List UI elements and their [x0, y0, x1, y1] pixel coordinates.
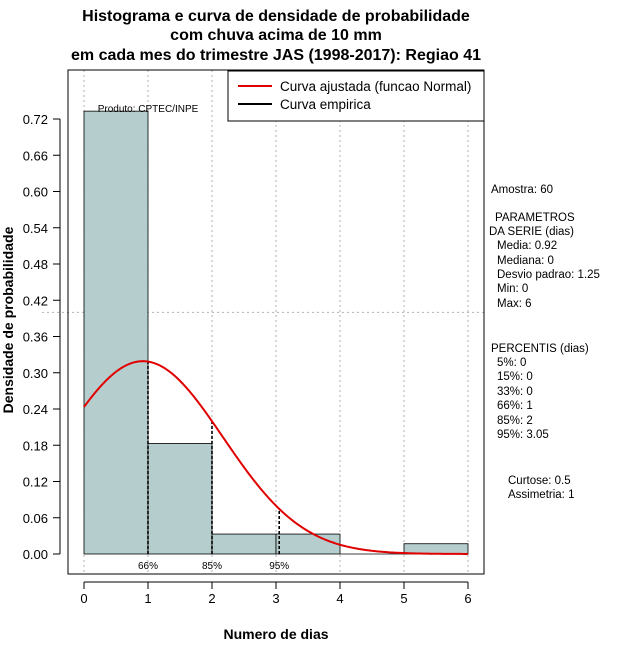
stat-mediana: Mediana: 0: [497, 255, 554, 267]
stat-p15: 15%: 0: [497, 371, 533, 383]
x-tick-label-1: 1: [144, 591, 151, 606]
percentile-markers: 66% 85% 95%: [138, 361, 289, 572]
x-axis-label: Numero de dias: [223, 626, 328, 642]
legend-fit-label: Curva ajustada (funcao Normal): [280, 79, 471, 94]
y-tick-label-0.66: 0.66: [23, 148, 48, 163]
curve-layer: [83, 360, 468, 555]
y-axis-label: Densidade de probabilidade: [0, 226, 16, 413]
percentile-label-85: 85%: [202, 561, 222, 572]
stat-p95: 95%: 3.05: [497, 429, 549, 441]
y-tick-label-0.42: 0.42: [23, 293, 48, 308]
stat-p5: 5%: 0: [497, 357, 526, 369]
stat-p85: 85%: 2: [497, 415, 533, 427]
y-tick-label-0.00: 0.00: [23, 547, 48, 562]
percentile-label-95: 95%: [269, 561, 289, 572]
x-tick-label-3: 3: [272, 591, 279, 606]
x-tick-label-0: 0: [80, 591, 87, 606]
stat-max: Max: 6: [497, 298, 532, 310]
stat-assimetria: Assimetria: 1: [508, 489, 574, 501]
stat-desvio: Desvio padrao: 1.25: [497, 269, 600, 281]
y-tick-label-0.18: 0.18: [23, 438, 48, 453]
y-tick-label-0.60: 0.60: [23, 185, 48, 200]
y-tick-label-0.12: 0.12: [23, 475, 48, 490]
chart-title-line-2: com chuva acima de 10 mm: [170, 27, 382, 44]
y-tick-label-0.30: 0.30: [23, 366, 48, 381]
x-tick-label-6: 6: [464, 591, 471, 606]
plot-frame: [67, 69, 485, 575]
chart-title-line-3: em cada mes do trimestre JAS (1998-2017)…: [71, 47, 481, 64]
histogram-bar-1: [147, 443, 213, 555]
x-tick-label-2: 2: [208, 591, 215, 606]
chart-title-line-1: Histograma e curva de densidade de proba…: [82, 8, 470, 25]
fitted-normal-curve: [83, 360, 468, 555]
stat-media: Media: 0.92: [497, 240, 557, 252]
y-tick-label-0.54: 0.54: [23, 221, 48, 236]
legend-empirical-label: Curva empirica: [280, 97, 371, 112]
stat-amostra: Amostra: 60: [491, 184, 553, 196]
stat-param-title-2: DA SERIE (dias): [489, 226, 574, 238]
y-tick-label-0.06: 0.06: [23, 511, 48, 526]
stat-percentis-title: PERCENTIS (dias): [491, 343, 589, 355]
histogram-bar-3: [275, 533, 341, 555]
y-tick-label-0.72: 0.72: [23, 112, 48, 127]
y-tick-label-0.24: 0.24: [23, 402, 48, 417]
x-tick-label-5: 5: [400, 591, 407, 606]
stat-p66: 66%: 1: [497, 400, 533, 412]
x-tick-label-4: 4: [336, 591, 343, 606]
histogram-bar-0: [83, 110, 149, 555]
stat-curtose: Curtose: 0.5: [508, 475, 571, 487]
legend: Curva ajustada (funcao Normal) Curva emp…: [227, 70, 485, 122]
credit-label: Produto: CPTEC/INPE: [98, 104, 199, 115]
stat-p33: 33%: 0: [497, 386, 533, 398]
stat-param-title-1: PARAMETROS: [495, 212, 575, 224]
y-tick-label-0.36: 0.36: [23, 330, 48, 345]
percentile-label-66: 66%: [138, 561, 158, 572]
stats-panel: Amostra: 60 PARAMETROS DA SERIE (dias) M…: [489, 184, 600, 501]
histogram-bar-2: [211, 533, 277, 555]
bars-layer: [83, 110, 469, 555]
axes-layer: 0 1 2 3 4 5 6 0.00 0.06 0.12 0.18 0.24 0.30 0.36 0.42 0…: [23, 112, 472, 606]
y-tick-label-0.48: 0.48: [23, 257, 48, 272]
legend-box: [227, 70, 485, 122]
stat-min: Min: 0: [497, 283, 528, 295]
